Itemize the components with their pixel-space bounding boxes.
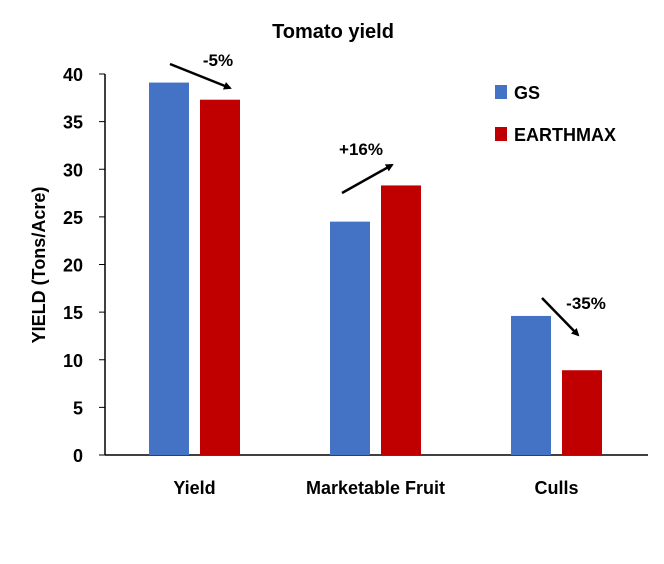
bar-earthmax-0 [200, 99, 240, 455]
bar-earthmax-2 [562, 370, 602, 455]
annotation-label: -35% [566, 294, 606, 313]
y-tick-label: 0 [73, 446, 83, 466]
y-tick-label: 15 [63, 303, 83, 323]
x-tick-label: Yield [173, 478, 215, 498]
y-tick-label: 20 [63, 256, 83, 276]
y-tick-label: 10 [63, 351, 83, 371]
bar-gs-2 [511, 315, 551, 455]
y-tick-label: 40 [63, 65, 83, 85]
annotation-label: -5% [203, 51, 233, 70]
legend-label: GS [514, 83, 540, 103]
y-tick-label: 5 [73, 398, 83, 418]
bar-gs-1 [330, 221, 370, 455]
chart-title: Tomato yield [272, 21, 394, 43]
y-tick-label: 35 [63, 113, 83, 133]
y-axis-label: YIELD (Tons/Acre) [29, 187, 49, 344]
y-tick-label: 30 [63, 160, 83, 180]
x-tick-label: Marketable Fruit [306, 478, 445, 498]
annotation-arrow [169, 62, 232, 90]
bar-earthmax-1 [381, 185, 421, 455]
annotation-label: +16% [339, 140, 383, 159]
bar-gs-0 [149, 82, 189, 455]
y-tick-label: 25 [63, 208, 83, 228]
annotation-arrow [541, 297, 580, 337]
legend-label: EARTHMAX [514, 125, 616, 145]
legend-swatch-earthmax [495, 127, 507, 141]
legend-swatch-gs [495, 85, 507, 99]
annotation-arrow [341, 163, 394, 195]
x-tick-label: Culls [534, 478, 578, 498]
